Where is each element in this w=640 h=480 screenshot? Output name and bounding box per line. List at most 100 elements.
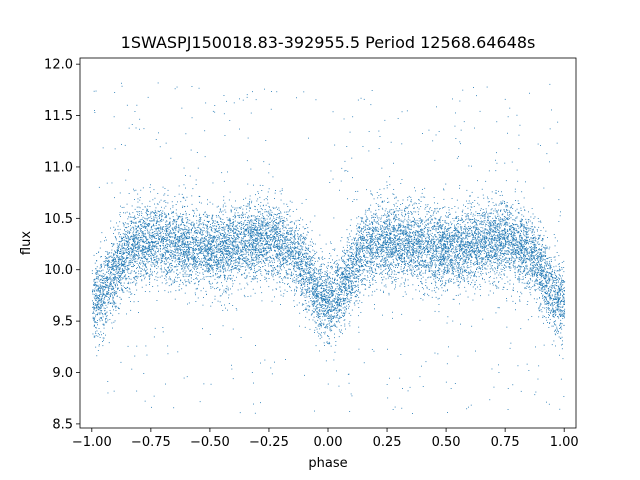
scatter-point [518,252,519,254]
scatter-point [252,260,254,261]
scatter-point [287,252,289,254]
scatter-point [546,302,548,304]
scatter-point [521,223,523,225]
scatter-point [118,241,120,242]
scatter-point [521,240,522,242]
scatter-point [515,239,517,240]
scatter-point [406,254,408,255]
scatter-point [453,268,455,270]
scatter-point [170,267,172,269]
scatter-point [350,260,352,262]
scatter-point [468,233,470,235]
scatter-point [381,235,383,236]
scatter-point [366,217,368,219]
scatter-point [112,259,114,261]
scatter-point [390,247,392,249]
scatter-point [415,265,416,266]
scatter-point [307,250,309,251]
scatter-point [161,261,163,262]
scatter-point [343,312,345,314]
scatter-point [413,265,415,267]
scatter-point [511,295,512,297]
scatter-point [238,251,240,252]
scatter-point [515,249,517,250]
scatter-point [226,243,228,245]
scatter-point [414,250,415,252]
scatter-point [369,248,370,250]
scatter-point [140,229,141,231]
scatter-point [321,283,323,284]
scatter-point [96,294,98,296]
scatter-point [483,241,485,243]
scatter-point [111,257,113,258]
scatter-point [175,266,176,268]
scatter-point [273,230,275,232]
scatter-point [257,231,259,233]
scatter-point [208,258,210,259]
scatter-point [445,257,446,259]
scatter-point [314,295,316,297]
scatter-point [403,258,405,260]
scatter-point [303,292,305,294]
scatter-point [171,233,173,235]
scatter-point [213,259,215,261]
scatter-point [105,257,107,259]
scatter-point [460,227,462,229]
scatter-point [367,218,369,220]
scatter-point [334,323,335,325]
scatter-point [316,286,318,288]
scatter-point [413,251,415,253]
scatter-point [372,226,374,228]
scatter-point [328,313,329,315]
scatter-point [558,278,560,279]
scatter-point [539,248,540,250]
scatter-point [147,225,149,227]
scatter-point [132,240,134,242]
scatter-point [355,268,357,269]
scatter-point [99,287,101,289]
scatter-point [309,294,311,295]
scatter-point [493,234,495,236]
scatter-point [555,320,556,322]
scatter-point [156,228,158,230]
scatter-point [373,257,375,259]
scatter-point [303,257,305,259]
scatter-point [387,252,388,254]
scatter-point [268,237,269,239]
scatter-point [475,261,477,263]
scatter-point [152,242,154,243]
scatter-point [346,273,347,275]
scatter-point [535,257,537,259]
scatter-point [190,247,192,248]
scatter-point [356,274,357,276]
scatter-point [281,269,283,271]
scatter-point [342,314,343,316]
scatter-point [378,148,380,149]
scatter-point [512,208,514,209]
scatter-point [100,302,102,303]
scatter-point [330,328,332,330]
scatter-point [418,226,420,227]
scatter-point [442,262,444,264]
scatter-point [163,255,165,257]
scatter-point [376,192,378,193]
scatter-point [164,193,166,195]
scatter-point [197,227,199,228]
scatter-point [314,283,316,284]
scatter-point [400,230,401,231]
scatter-point [139,197,141,198]
scatter-point [307,284,309,285]
scatter-point [350,284,352,286]
scatter-point [534,261,536,263]
scatter-point [118,275,120,277]
scatter-point [221,229,223,231]
scatter-point [227,171,228,173]
scatter-point [560,277,562,279]
scatter-point [285,260,287,261]
scatter-point [150,191,151,193]
scatter-point [513,245,515,247]
scatter-point [301,269,303,271]
scatter-point [378,256,380,258]
scatter-point [513,237,514,239]
scatter-point [178,237,180,239]
